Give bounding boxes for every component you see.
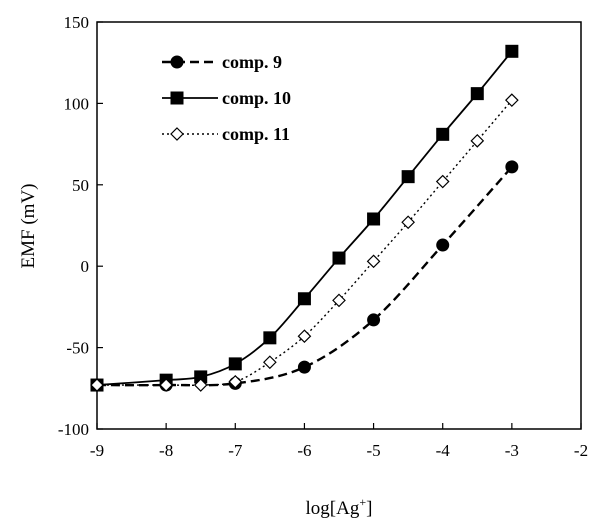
data-point-series-2 — [367, 212, 381, 226]
plot-area-frame — [96, 21, 582, 430]
x-tick-label: -9 — [90, 441, 104, 460]
data-point-series-2 — [263, 331, 277, 345]
legend: comp. 9 comp. 10 comp. 11 — [162, 52, 291, 144]
data-point-series-2 — [505, 44, 519, 58]
x-axis-title-main: log[Ag — [306, 498, 360, 519]
data-point-series-2 — [297, 292, 311, 306]
x-tick-label: -4 — [436, 441, 451, 460]
y-tick-label: 100 — [64, 94, 90, 113]
x-tick-label: -3 — [505, 441, 519, 460]
x-tick-label: -8 — [159, 441, 173, 460]
data-point-series-1 — [436, 238, 450, 252]
series-line-1 — [96, 166, 513, 387]
x-axis: -9 -8 -7 -6 -5 -4 -3 -2 — [90, 423, 588, 460]
legend-marker-3 — [170, 127, 184, 141]
legend-label-3: comp. 11 — [222, 124, 290, 144]
data-point-series-2 — [332, 251, 346, 265]
y-axis: -100 -50 0 50 100 150 — [58, 13, 103, 439]
legend-label-1: comp. 9 — [222, 52, 282, 72]
data-point-series-3 — [193, 378, 208, 392]
y-tick-label: -50 — [66, 339, 89, 358]
data-point-series-3 — [470, 133, 485, 148]
x-tick-label: -7 — [228, 441, 243, 460]
data-point-series-3 — [366, 254, 381, 269]
y-tick-label: 0 — [81, 257, 90, 276]
data-point-series-3 — [401, 215, 415, 230]
data-point-series-2 — [436, 127, 450, 141]
data-point-series-2 — [228, 357, 242, 371]
legend-marker-2 — [170, 91, 184, 105]
data-point-series-3 — [435, 174, 450, 189]
data-point-series-3 — [159, 378, 173, 392]
x-axis-title-superscript: + — [359, 495, 366, 509]
x-tick-label: -2 — [574, 441, 588, 460]
y-tick-label: 150 — [64, 13, 90, 32]
data-point-series-2 — [401, 170, 415, 184]
x-tick-label: -6 — [297, 441, 311, 460]
data-point-series-3 — [90, 378, 104, 392]
legend-label-2: comp. 10 — [222, 88, 291, 108]
x-tick-label: -5 — [366, 441, 380, 460]
data-point-series-2 — [470, 87, 484, 101]
data-point-series-3 — [263, 355, 277, 370]
x-axis-title-end: ] — [366, 498, 372, 519]
data-point-series-2 — [194, 370, 208, 384]
data-point-series-3 — [297, 329, 312, 344]
series-markers — [90, 44, 519, 392]
data-point-series-1 — [367, 313, 381, 327]
y-axis-title: EMF (mV) — [18, 184, 39, 269]
y-tick-label: -100 — [58, 420, 89, 439]
y-tick-label: 50 — [72, 176, 89, 195]
data-point-series-1 — [505, 160, 519, 174]
data-point-series-1 — [297, 360, 311, 374]
data-point-series-3 — [228, 374, 243, 389]
x-axis-title: log[Ag+] — [306, 495, 373, 519]
data-point-series-3 — [505, 93, 519, 107]
legend-marker-1 — [170, 55, 184, 69]
data-point-series-3 — [332, 293, 346, 308]
